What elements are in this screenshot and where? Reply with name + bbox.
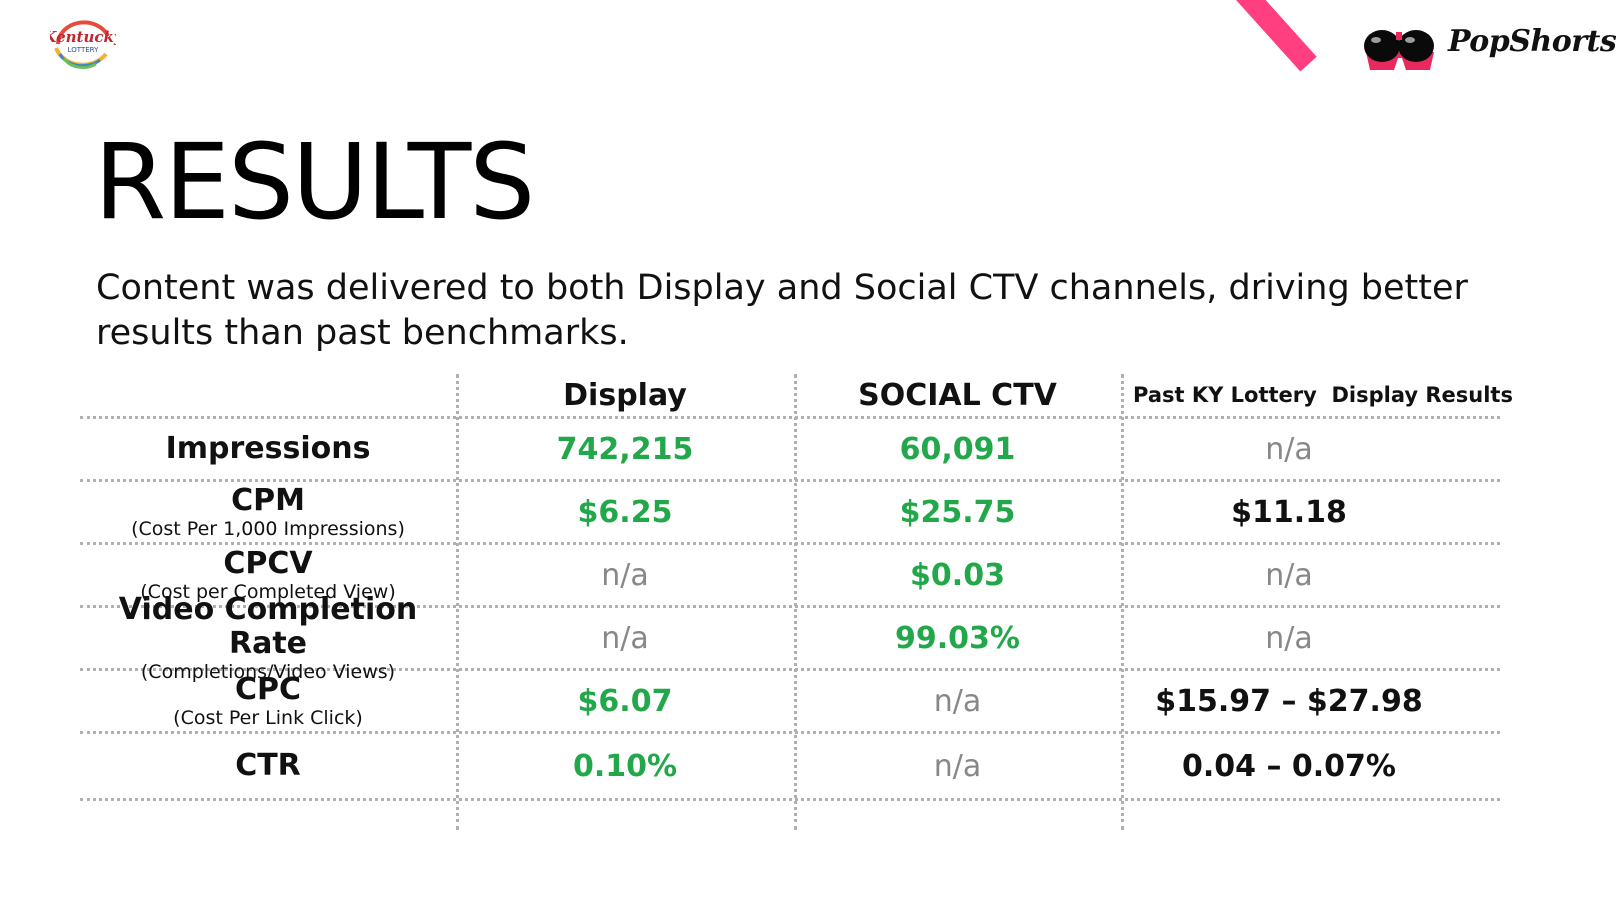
cell-past: n/a — [1265, 431, 1313, 467]
row-divider — [80, 416, 1500, 419]
svg-text:Kentucky: Kentucky — [50, 28, 116, 46]
cell-social-ctv: 60,091 — [899, 431, 1016, 467]
cell-display: $6.25 — [577, 494, 673, 530]
column-header-past-results: Past KY Lottery Display Results — [1133, 383, 1513, 407]
row-divider — [80, 605, 1500, 608]
accent-stripe — [1200, 0, 1317, 72]
cell-display: $6.07 — [577, 683, 673, 719]
cell-past: n/a — [1265, 557, 1313, 593]
cell-social-ctv: n/a — [933, 748, 982, 784]
popshorts-logo: PopShorts — [1360, 18, 1617, 78]
cell-past: n/a — [1265, 620, 1313, 656]
cell-past: 0.04 – 0.07% — [1182, 748, 1396, 784]
page-subtitle: Content was delivered to both Display an… — [96, 268, 1468, 353]
kentucky-lottery-logo: Kentucky LOTTERY — [42, 14, 124, 70]
column-header-social-ctv: SOCIAL CTV — [858, 377, 1057, 413]
cell-social-ctv: $25.75 — [899, 494, 1016, 530]
table-row-label: Impressions — [165, 431, 371, 466]
cell-display: 0.10% — [572, 748, 678, 784]
row-divider — [80, 798, 1500, 801]
row-divider — [80, 542, 1500, 545]
table-row-label: CPM (Cost Per 1,000 Impressions) — [131, 483, 405, 541]
cell-past: $15.97 – $27.98 — [1155, 683, 1423, 719]
svg-text:LOTTERY: LOTTERY — [68, 46, 99, 54]
table-row-label: CTR — [235, 748, 301, 783]
popshorts-wordmark: PopShorts — [1448, 24, 1617, 59]
cell-social-ctv: $0.03 — [910, 557, 1005, 593]
cell-past: $11.18 — [1231, 494, 1347, 530]
results-table: Display SOCIAL CTV Past KY Lottery Displ… — [80, 374, 1513, 830]
row-divider — [80, 731, 1500, 734]
cell-display: n/a — [601, 620, 649, 656]
table-row-label: Video Completion Rate (Completions/Video… — [118, 592, 418, 684]
page-title: RESULTS — [94, 121, 535, 243]
column-divider — [1121, 374, 1124, 830]
table-row-label: CPC (Cost Per Link Click) — [173, 672, 363, 730]
cell-display: 742,215 — [556, 431, 694, 467]
row-divider — [80, 479, 1500, 482]
row-divider — [80, 668, 1500, 671]
cell-social-ctv: 99.03% — [895, 620, 1020, 656]
table-row-label: CPCV (Cost per Completed View) — [140, 546, 396, 604]
cell-social-ctv: n/a — [933, 683, 982, 719]
column-header-display: Display — [563, 377, 687, 413]
column-divider — [456, 374, 459, 830]
cell-display: n/a — [601, 557, 649, 593]
sunglasses-icon — [1364, 30, 1434, 70]
column-divider — [794, 374, 797, 830]
